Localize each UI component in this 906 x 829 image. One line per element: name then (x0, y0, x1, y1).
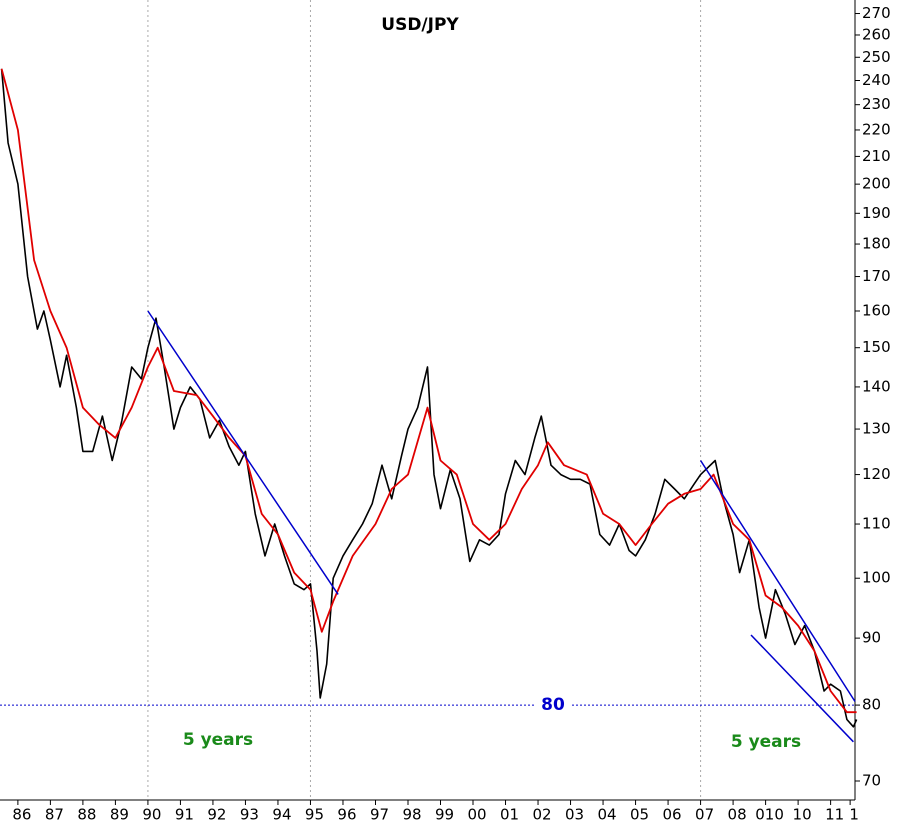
y-tick-label: 120 (862, 465, 891, 483)
y-tick-label: 130 (862, 420, 891, 438)
x-tick-label: 08 (728, 806, 747, 824)
x-tick-label: 98 (402, 806, 421, 824)
y-tick-label: 270 (862, 4, 891, 22)
x-tick-label: 88 (77, 806, 96, 824)
x-tick-label: 03 (565, 806, 584, 824)
x-tick-label: 89 (110, 806, 129, 824)
reference-label: 80 (541, 695, 565, 715)
trend-line (147, 310, 339, 595)
y-tick-label: 250 (862, 48, 891, 66)
y-tick-label: 240 (862, 71, 891, 89)
y-tick-label: 110 (862, 515, 891, 533)
chart-title: USD/JPY (381, 15, 459, 35)
x-tick-label: 00 (467, 806, 486, 824)
y-tick-label: 90 (862, 629, 881, 647)
x-tick-label: 01 (500, 806, 519, 824)
x-tick-label: 11 (825, 806, 844, 824)
x-tick-label: 99 (435, 806, 454, 824)
x-tick-label: 97 (370, 806, 389, 824)
y-tick-label: 100 (862, 569, 891, 587)
x-tick-label: 91 (175, 806, 194, 824)
annotation: 5 years (183, 730, 253, 750)
y-tick-label: 170 (862, 267, 891, 285)
y-tick-label: 190 (862, 204, 891, 222)
trend-line (750, 634, 854, 743)
y-tick-label: 180 (862, 235, 891, 253)
x-tick-label: 93 (240, 806, 259, 824)
x-tick-label: 06 (663, 806, 682, 824)
x-tick-label: 02 (532, 806, 551, 824)
y-tick-label: 200 (862, 175, 891, 193)
x-tick-label: 90 (142, 806, 161, 824)
x-tick-label: 04 (598, 806, 617, 824)
price-line (0, 68, 858, 728)
y-tick-label: 260 (862, 25, 891, 43)
x-tick-label: 94 (272, 806, 291, 824)
y-tick-label: 210 (862, 147, 891, 165)
x-tick-label: 1 (849, 806, 859, 824)
y-tick-label: 160 (862, 302, 891, 320)
y-tick-label: 220 (862, 120, 891, 138)
x-tick-label: 07 (695, 806, 714, 824)
y-tick-label: 70 (862, 772, 881, 790)
x-tick-label: 92 (207, 806, 226, 824)
trend-line (699, 460, 856, 702)
y-tick-label: 150 (862, 338, 891, 356)
y-tick-label: 80 (862, 696, 881, 714)
x-tick-label: 010 (755, 806, 784, 824)
x-tick-label: 96 (337, 806, 356, 824)
x-tick-label: 95 (305, 806, 324, 824)
x-tick-label: 86 (12, 806, 31, 824)
x-tick-label: 87 (45, 806, 64, 824)
y-tick-label: 230 (862, 95, 891, 113)
y-tick-label: 140 (862, 377, 891, 395)
moving-average-line (0, 68, 857, 714)
x-tick-label: 10 (793, 806, 812, 824)
annotation: 5 years (731, 732, 801, 752)
x-tick-label: 05 (630, 806, 649, 824)
reference-label-bg (536, 695, 570, 716)
